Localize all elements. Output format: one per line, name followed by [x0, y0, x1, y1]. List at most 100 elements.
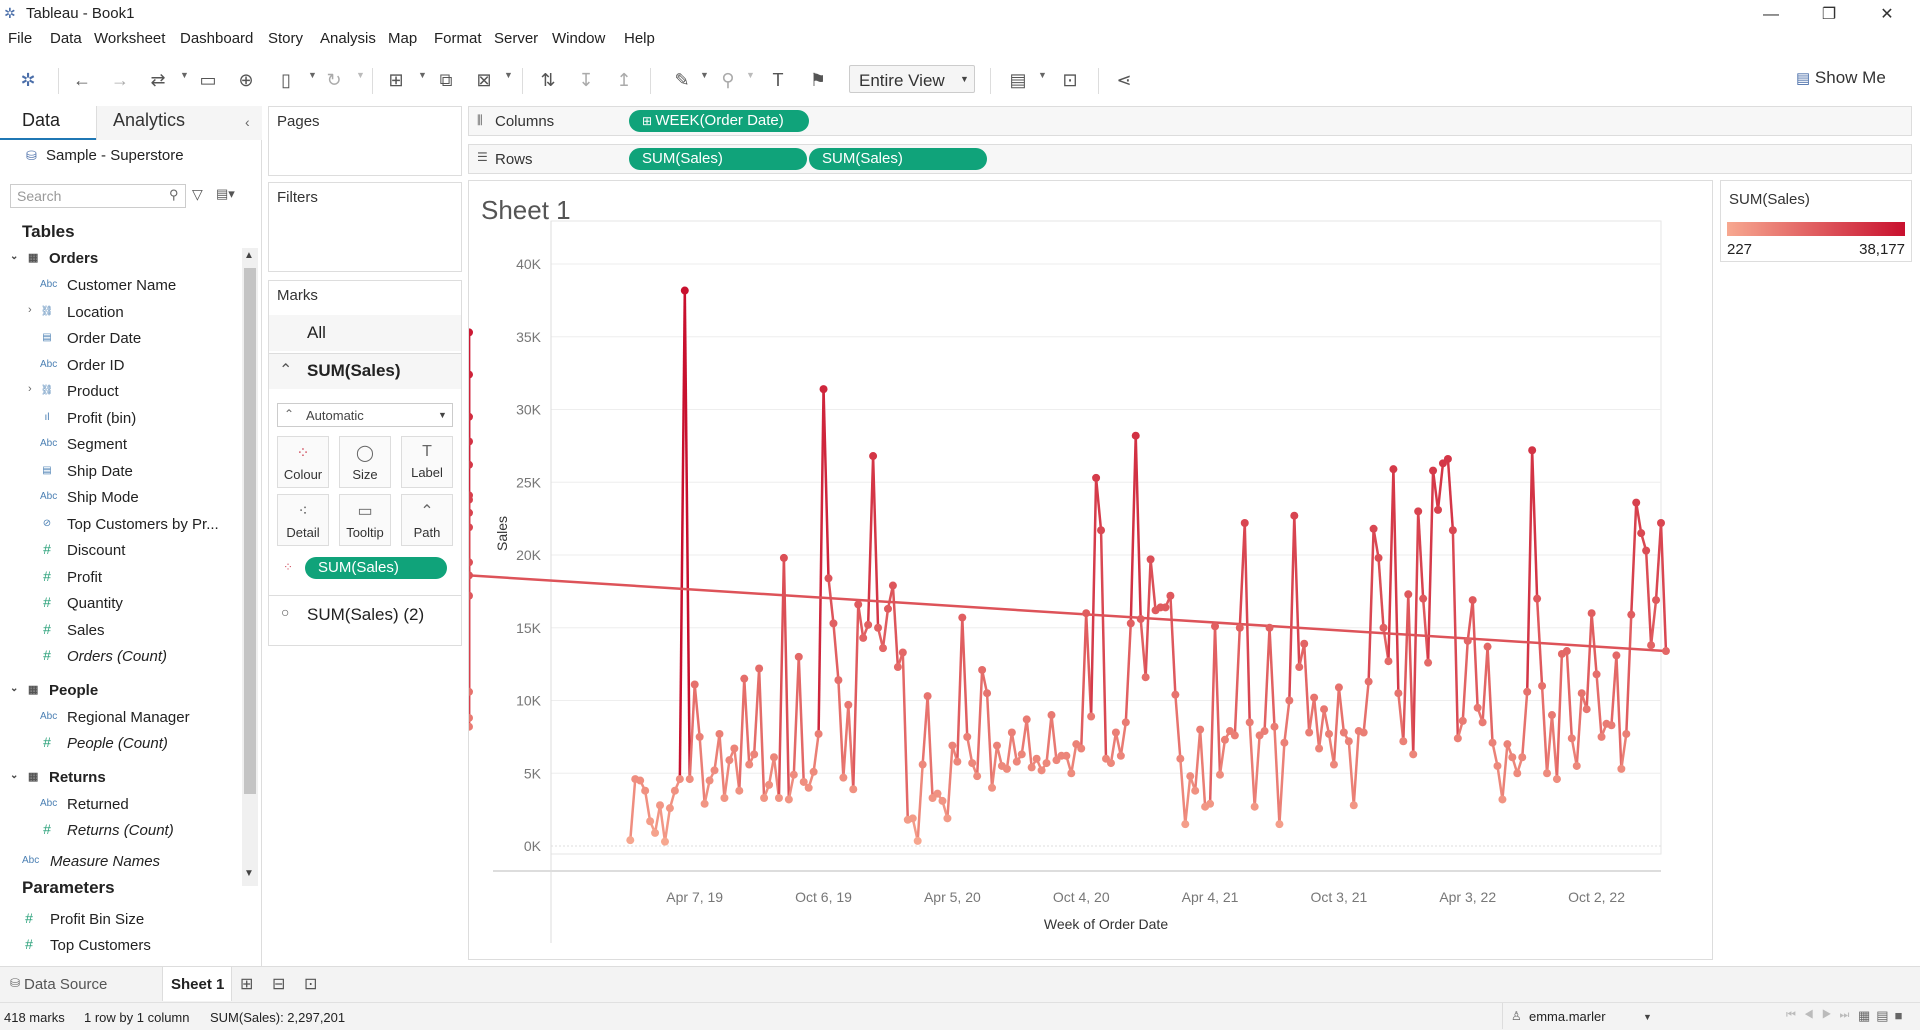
menu-help[interactable]: Help [624, 30, 655, 47]
filters-shelf[interactable]: Filters [268, 182, 462, 272]
new-datasource-icon[interactable]: ⊕ [238, 70, 254, 90]
filter-icon[interactable]: ▽ [192, 186, 203, 202]
mark-type-dropdown[interactable]: ⌃ Automatic ▼ [277, 403, 453, 427]
highlight-icon[interactable]: ✎ [674, 70, 690, 90]
pages-shelf[interactable]: Pages [268, 106, 462, 176]
presentation-mode-icon[interactable]: ⊡ [1062, 70, 1078, 90]
scrollbar-thumb[interactable] [244, 268, 256, 794]
colour-pill[interactable]: SUM(Sales) [305, 557, 447, 579]
chevron-down-icon[interactable]: ⌄ [10, 251, 19, 262]
tab-data[interactable]: Data [0, 106, 96, 140]
rows-pill-2[interactable]: SUM(Sales) [809, 148, 987, 170]
label-button[interactable]: T Label [401, 436, 453, 488]
new-story-icon[interactable]: ⊡ [304, 976, 318, 993]
table-orders[interactable]: ⌄ ▦ Orders [0, 248, 240, 272]
chevron-right-icon[interactable]: › [28, 383, 32, 395]
swap-rows-columns-icon[interactable]: ⇅ [540, 70, 556, 90]
size-button[interactable]: ◯ Size [339, 436, 391, 488]
colour-button[interactable]: ⁘ Colour [277, 436, 329, 488]
colour-encoding[interactable]: ⁘ SUM(Sales) [277, 556, 457, 582]
field-order-id[interactable]: Abc Order ID [0, 354, 240, 378]
show-cards-icon[interactable]: ▤ [1009, 70, 1027, 90]
search-field[interactable]: Search ⚲ [10, 184, 186, 208]
user-menu[interactable]: ♙ emma.marler ▼ [1502, 1003, 1702, 1029]
field-orders-count[interactable]: # Orders (Count) [0, 645, 240, 669]
fit-dropdown[interactable]: Entire View ▼ [849, 65, 975, 93]
chevron-right-icon[interactable]: › [28, 303, 32, 316]
menu-map[interactable]: Map [388, 30, 418, 47]
new-worksheet-icon[interactable]: ⊞ [388, 70, 404, 90]
rows-pill-1[interactable]: SUM(Sales) [629, 148, 807, 170]
marks-primary-row[interactable]: ⌃ SUM(Sales) [269, 353, 461, 389]
tab-analytics[interactable]: Analytics ‹ [96, 106, 262, 140]
field-returned[interactable]: Abc Returned [0, 793, 240, 817]
new-worksheet-tab-icon[interactable]: ⊞ [240, 976, 254, 993]
field-ship-mode[interactable]: Abc Ship Mode [0, 486, 240, 510]
tooltip-button[interactable]: ▭ Tooltip [339, 494, 391, 546]
field-profit[interactable]: # Profit [0, 566, 240, 590]
scrollbar[interactable]: ▲ ▼ [242, 248, 258, 886]
fix-axes-icon[interactable]: ⚑ [809, 70, 827, 90]
field-sales[interactable]: # Sales [0, 619, 240, 643]
pause-updates-icon[interactable]: ▯ [281, 70, 291, 90]
clear-sheet-icon[interactable]: ⊠ [476, 70, 492, 90]
show-mark-labels-icon[interactable]: T [772, 70, 784, 90]
menu-story[interactable]: Story [268, 30, 304, 47]
rows-shelf[interactable]: ☰ Rows SUM(Sales) SUM(Sales) [468, 144, 1912, 174]
menu-data[interactable]: Data [50, 30, 82, 47]
chevron-down-icon[interactable]: ⌄ [10, 682, 19, 694]
duplicate-sheet-icon[interactable]: ⧉ [439, 70, 453, 90]
field-discount[interactable]: # Discount [0, 539, 240, 563]
field-order-date[interactable]: ▤ Order Date [0, 327, 240, 351]
line-chart[interactable]: 0K 5K 10K 15K 20K 25K 30K 35K 40K Apr 7, 19 Oct 6,… [469, 181, 1714, 961]
restore-button[interactable]: ❐ [1821, 6, 1837, 23]
detail-button[interactable]: ⁖ Detail [277, 494, 329, 546]
menu-format[interactable]: Format [434, 30, 482, 47]
menu-analysis[interactable]: Analysis [320, 30, 376, 47]
field-measure-names[interactable]: Abc Measure Names [0, 850, 240, 874]
new-dashboard-icon[interactable]: ⊟ [272, 976, 286, 993]
minimize-button[interactable]: — [1763, 6, 1779, 23]
menu-worksheet[interactable]: Worksheet [94, 30, 166, 47]
marks-all-row[interactable]: All [269, 315, 461, 351]
close-button[interactable]: ✕ [1880, 6, 1894, 23]
collapse-pane-icon[interactable]: ‹ [245, 114, 250, 130]
undo-icon[interactable]: ← [73, 70, 91, 90]
sort-ascending-icon[interactable]: ↧ [578, 70, 594, 90]
tab-sheet-1[interactable]: Sheet 1 [162, 967, 232, 1001]
view-options-icon[interactable]: ▤▾ [216, 186, 235, 201]
group-members-icon[interactable]: ⚲ [721, 70, 735, 90]
parameter-profit-bin-size[interactable]: # Profit Bin Size [0, 908, 240, 932]
menu-dashboard[interactable]: Dashboard [180, 30, 254, 47]
field-top-customers-by-pr[interactable]: ⊘ Top Customers by Pr... [0, 513, 240, 537]
field-quantity[interactable]: # Quantity [0, 592, 240, 616]
parameter-top-customers[interactable]: # Top Customers [0, 934, 240, 958]
show-me-button[interactable]: ▤ Show Me [1796, 68, 1886, 88]
save-icon[interactable]: ▭ [199, 70, 217, 90]
sort-descending-icon[interactable]: ↥ [616, 70, 632, 90]
sheet-navigation-icons[interactable]: ⏮◀▶⏭ [1786, 1009, 1858, 1021]
field-product[interactable]: › ⛓ Product [0, 380, 240, 404]
field-ship-date[interactable]: ▤ Ship Date [0, 460, 240, 484]
datasource-name[interactable]: Sample - Superstore [46, 147, 184, 164]
field-returns-count[interactable]: # Returns (Count) [0, 819, 240, 843]
columns-pill[interactable]: ⊞ WEEK(Order Date) [629, 110, 809, 132]
field-segment[interactable]: Abc Segment [0, 433, 240, 457]
field-location[interactable]: › ⛓ Location [0, 301, 240, 325]
field-profit-bin[interactable]: ıl Profit (bin) [0, 407, 240, 431]
menu-window[interactable]: Window [552, 30, 606, 47]
refresh-icon[interactable]: ↻ [326, 70, 342, 90]
tableau-home-icon[interactable]: ✲ [20, 70, 36, 90]
marks-secondary-row[interactable]: ○ SUM(Sales) (2) [269, 595, 461, 631]
chevron-down-icon[interactable]: ⌄ [10, 769, 19, 781]
redo-icon[interactable]: → [111, 70, 129, 90]
menu-file[interactable]: File [8, 30, 33, 47]
columns-shelf[interactable]: ⫼ Columns ⊞ WEEK(Order Date) [468, 106, 1912, 136]
replay-icon[interactable]: ⇄ [150, 70, 166, 90]
menu-server[interactable]: Server [494, 30, 539, 47]
table-people[interactable]: ⌄ ▦ People [0, 680, 240, 704]
field-customer-name[interactable]: Abc Customer Name [0, 274, 240, 298]
tab-data-source[interactable]: ⛁ Data Source [0, 967, 160, 1001]
path-button[interactable]: ⌃ Path [401, 494, 453, 546]
view-mode-icons[interactable]: ▦▤■ [1858, 1008, 1909, 1023]
